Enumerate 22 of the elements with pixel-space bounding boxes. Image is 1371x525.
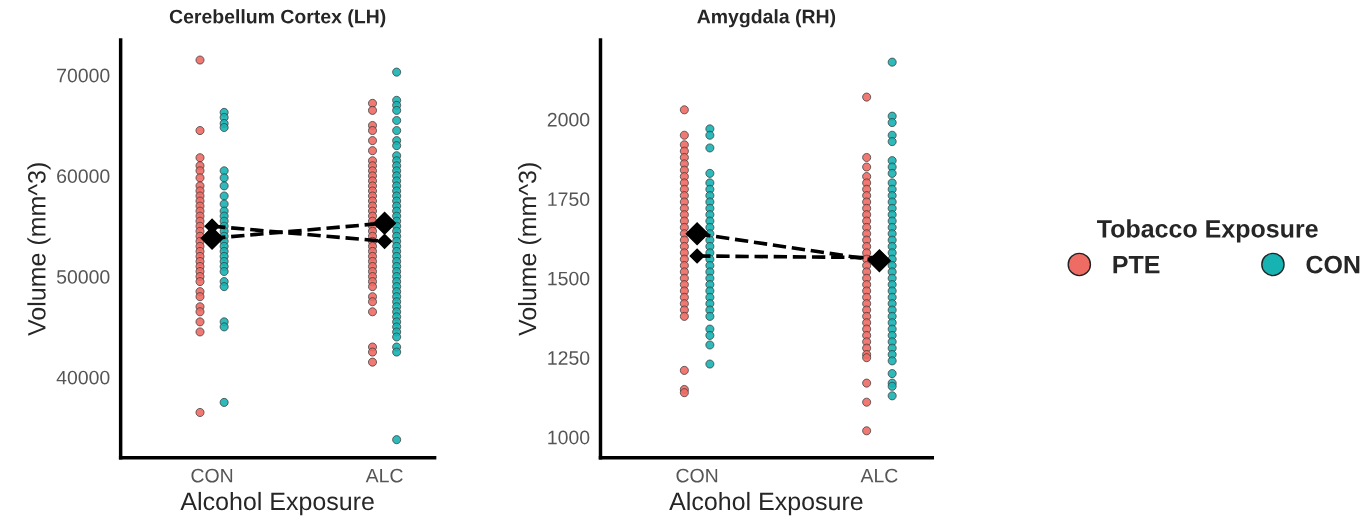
x-tick-label: ALC [860,468,898,483]
x-tick-label: CON [676,468,718,483]
y-tick-label: 50000 [56,270,110,284]
y-tick-label: 60000 [57,169,110,184]
chart-title: Cerebellum Cortex (LH) [169,9,386,28]
y-tick-label: 1000 [548,430,590,445]
legend-label: PTE [1113,256,1160,274]
y-tick-label: 1250 [548,351,590,365]
chart-title: Amygdala (RH) [697,9,836,28]
x-axis-title: Alcohol Exposure [669,491,863,516]
y-tick-label: 2000 [547,112,590,127]
y-axis-title: Volume (mm^3) [517,163,542,336]
y-tick-label: 1750 [548,192,590,207]
y-tick-label: 1500 [548,271,590,286]
legend-label: CON [1306,255,1360,274]
y-axis-title: Volume (mm^3) [27,163,51,336]
legend-title: Tobacco Exposure [1097,219,1318,243]
x-tick-label: ALC [365,468,403,483]
x-axis-title: Alcohol Exposure [180,491,374,516]
y-tick-label: 40000 [56,370,110,385]
x-tick-label: CON [191,468,233,483]
y-tick-label: 70000 [57,68,110,83]
